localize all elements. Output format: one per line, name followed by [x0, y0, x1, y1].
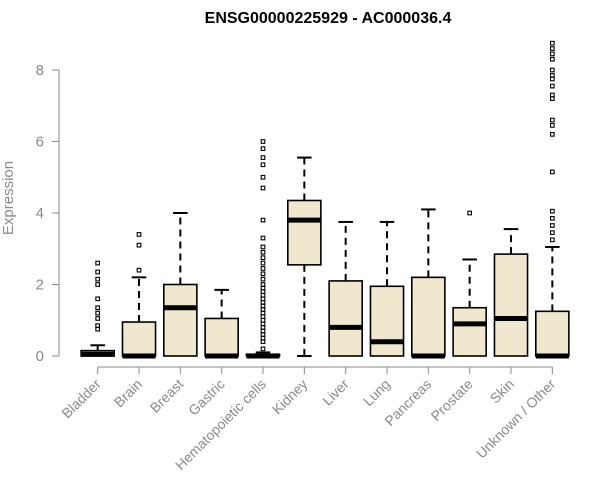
outlier-point	[467, 210, 473, 216]
outlier-point	[136, 242, 142, 248]
outlier-point	[95, 282, 101, 287]
box-iqr	[534, 310, 570, 357]
box-8	[410, 208, 446, 359]
box-9	[452, 210, 487, 357]
outlier-point	[549, 73, 555, 78]
y-tick-label: 8	[36, 62, 44, 79]
outlier-point	[260, 139, 266, 144]
box-1	[121, 232, 157, 359]
x-tick-label: Skin	[487, 376, 518, 407]
x-tick-label: Prostate	[428, 376, 476, 424]
box-iqr	[493, 253, 529, 357]
x-tick-label: Breast	[147, 376, 187, 416]
box-iqr	[369, 285, 405, 357]
outlier-point	[549, 51, 555, 57]
box-11	[534, 40, 570, 359]
outlier-point	[549, 83, 555, 89]
outlier-point	[95, 276, 101, 282]
y-tick-label: 4	[36, 205, 44, 222]
outlier-point	[549, 123, 555, 128]
outlier-point	[260, 217, 266, 223]
chart-title: ENSG00000225929 - AC000036.4	[205, 10, 452, 27]
y-tick-label: 0	[36, 348, 44, 365]
outlier-point	[95, 305, 101, 311]
y-tick-label: 6	[36, 134, 44, 151]
outlier-point	[260, 185, 266, 191]
box-4	[245, 139, 281, 359]
x-tick-label: Lung	[360, 376, 393, 409]
outlier-point	[260, 249, 266, 255]
outlier-point	[549, 67, 555, 73]
outlier-point	[549, 216, 555, 221]
box-7	[369, 220, 405, 357]
outlier-point	[260, 235, 266, 241]
box-2	[163, 212, 198, 357]
outlier-point	[136, 267, 142, 273]
box-5	[286, 156, 322, 357]
outlier-point	[549, 223, 555, 228]
outlier-point	[549, 208, 555, 214]
outlier-point	[260, 244, 266, 250]
outlier-point	[549, 92, 555, 98]
outlier-point	[95, 316, 101, 321]
box-10	[493, 228, 529, 357]
outlier-point	[549, 40, 555, 46]
outlier-point	[549, 132, 555, 137]
box-iqr	[286, 199, 322, 266]
outlier-point	[260, 260, 266, 266]
outlier-point	[549, 230, 555, 236]
box-iqr	[204, 317, 239, 357]
outlier-point	[95, 296, 101, 302]
outlier-point	[136, 232, 142, 237]
x-tick-label: Bladder	[58, 376, 104, 422]
box-iqr	[452, 306, 487, 357]
outlier-point	[260, 162, 266, 168]
box-6	[328, 220, 363, 357]
box-iqr	[328, 280, 363, 357]
box-group	[80, 40, 570, 359]
x-tick-label: Kidney	[269, 376, 311, 418]
outlier-point	[95, 269, 101, 275]
box-3	[204, 288, 239, 359]
outlier-point	[549, 56, 555, 62]
outlier-point	[260, 271, 266, 277]
x-tick-label: Brain	[111, 376, 145, 410]
outlier-point	[95, 323, 101, 328]
outlier-point	[260, 174, 266, 180]
outlier-point	[95, 310, 101, 316]
outlier-point	[549, 169, 555, 175]
outlier-point	[549, 46, 555, 51]
outlier-point	[260, 146, 266, 152]
outlier-point	[95, 260, 101, 266]
box-0	[80, 260, 115, 357]
outlier-point	[260, 276, 266, 282]
outlier-point	[260, 155, 266, 160]
box-iqr	[410, 276, 446, 357]
outlier-point	[260, 255, 266, 261]
y-tick-label: 2	[36, 277, 44, 294]
axes: 0 2 4 6 8	[36, 62, 553, 368]
outlier-point	[549, 237, 555, 243]
x-tick-label: Liver	[319, 376, 352, 409]
box-iqr	[163, 283, 198, 357]
outlier-point	[260, 282, 266, 287]
y-axis-label: Expression	[0, 161, 17, 235]
outlier-point	[260, 346, 266, 352]
outlier-point	[549, 117, 555, 123]
box-iqr	[121, 321, 157, 357]
outlier-point	[260, 266, 266, 271]
